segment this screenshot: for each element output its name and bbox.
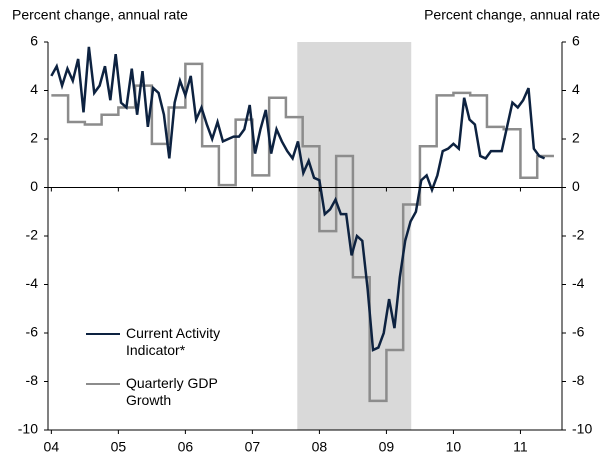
y-tick-label: -10	[18, 421, 38, 437]
shade-layer	[297, 42, 412, 430]
legend-swatch	[86, 383, 120, 385]
x-tick-label: 07	[245, 439, 261, 455]
plot-area	[50, 46, 554, 403]
y-tick-label: -6	[26, 324, 39, 340]
y-tick-label: 6	[30, 33, 38, 49]
x-tick-label: 08	[312, 439, 328, 455]
axes: -10 -8 -6 -4 -2 0 2 4 6 -10 -8 -6 -4 -2 0 2 4 6 04 05 06 07 08…	[18, 33, 593, 455]
y2-tick-label: 0	[572, 178, 580, 194]
legend-item: Quarterly GDP Growth	[86, 375, 256, 409]
legend-item: Current Activity Indicator*	[86, 325, 256, 359]
y2-tick-label: -10	[572, 421, 592, 437]
legend-label: Current Activity Indicator*	[126, 325, 221, 358]
y2-tick-label: 4	[572, 81, 580, 97]
y2-tick-label: 2	[572, 130, 580, 146]
y-tick-label: 0	[30, 178, 38, 194]
x-tick-label: 10	[446, 439, 462, 455]
y-tick-label: 2	[30, 130, 38, 146]
y-tick-label: -2	[26, 227, 39, 243]
y-axis-label: Percent change, annual rate	[12, 7, 188, 23]
x-tick-label: 06	[178, 439, 194, 455]
legend-swatch	[86, 333, 120, 335]
y2-tick-label: -8	[572, 372, 585, 388]
y-tick-label: -8	[26, 372, 39, 388]
recession-shade	[297, 42, 412, 430]
x-tick-label: 11	[513, 439, 528, 455]
y2-tick-label: -6	[572, 324, 585, 340]
x-tick-label: 04	[44, 439, 60, 455]
series-line	[50, 46, 546, 352]
x-tick-label: 09	[379, 439, 395, 455]
y-tick-label: 4	[30, 81, 38, 97]
y-tick-label: -4	[26, 275, 39, 291]
legend-label: Quarterly GDP Growth	[126, 375, 218, 408]
y2-tick-label: -4	[572, 275, 585, 291]
y2-tick-label: 6	[572, 33, 580, 49]
y2-axis-label: Percent change, annual rate	[424, 7, 600, 23]
x-tick-label: 05	[111, 439, 127, 455]
y2-tick-label: -2	[572, 227, 585, 243]
